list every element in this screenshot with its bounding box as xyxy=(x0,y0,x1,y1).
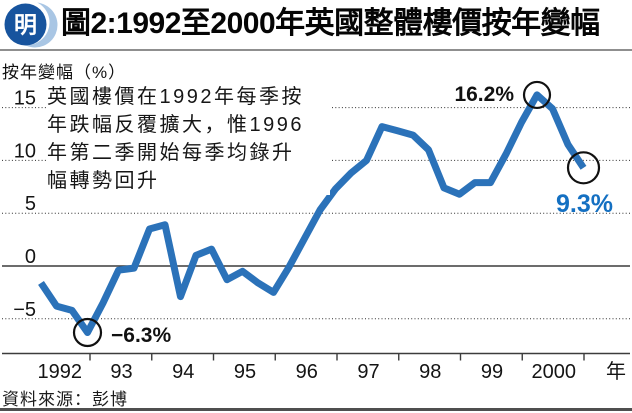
x-axis-tick-label: 96 xyxy=(296,361,318,383)
callout-circle xyxy=(566,151,601,185)
y-axis-tick-label: 15 xyxy=(14,88,36,110)
callout-label: −6.3% xyxy=(111,324,171,347)
annotation-line: 幅轉勢回升 xyxy=(47,170,160,192)
callout-label: 16.2% xyxy=(454,83,514,106)
x-axis-tick-label: 94 xyxy=(172,361,194,383)
logo-character: 明 xyxy=(14,12,37,38)
chart-annotation: 英國樓價在1992年每季按 年跌幅反覆擴大，惟1996 年第二季開始每季均錄升 … xyxy=(47,83,330,195)
y-axis-title: 按年變幅（%） xyxy=(2,63,127,82)
x-axis-tick-label: 1992 xyxy=(37,361,82,383)
x-axis-tick-label: 98 xyxy=(419,361,441,383)
x-axis-unit-label: 年 xyxy=(606,360,626,383)
callout-label: 9.3% xyxy=(556,190,613,218)
callout-circle xyxy=(522,80,552,110)
x-axis-tick-label: 2000 xyxy=(531,361,576,383)
title-divider xyxy=(0,49,632,51)
x-axis-tick-label: 93 xyxy=(110,361,132,383)
mingpao-logo: 明 xyxy=(4,1,58,48)
bottom-divider xyxy=(0,408,632,411)
annotation-line: 英國樓價在1992年每季按 xyxy=(47,86,304,108)
callout-circle xyxy=(72,317,103,348)
y-axis-tick-label: 0 xyxy=(25,246,36,268)
logo-circle xyxy=(4,3,47,46)
series-line xyxy=(38,91,587,336)
x-axis-tick-label: 97 xyxy=(357,361,379,383)
x-axis-tick-label: 95 xyxy=(234,361,256,383)
annotation-line: 年第二季開始每季均錄升 xyxy=(47,142,295,164)
y-axis-tick-label: −5 xyxy=(13,299,36,321)
figure-title: 圖2:1992至2000年英國整體樓價按年變幅 xyxy=(61,7,600,40)
x-axis-tick-label: 99 xyxy=(481,361,503,383)
y-axis-tick-label: 5 xyxy=(25,193,36,215)
y-axis-tick-label: 10 xyxy=(14,140,36,162)
source-credit: 資料來源：彭博 xyxy=(2,390,128,409)
annotation-line: 年跌幅反覆擴大，惟1996 xyxy=(47,114,304,136)
